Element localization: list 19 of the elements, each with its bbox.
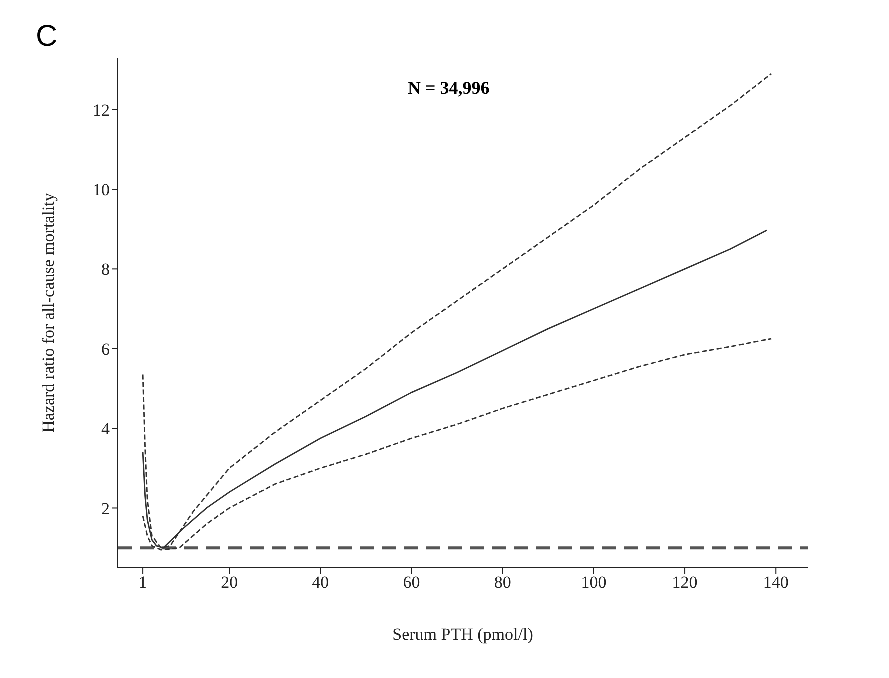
y-tick-label: 2: [102, 499, 110, 518]
x-tick-label: 100: [581, 573, 607, 592]
y-tick-label: 12: [93, 100, 110, 120]
y-tick-label: 4: [102, 420, 110, 439]
y-tick-label: 8: [102, 260, 110, 280]
annotation: N = 34,996: [408, 78, 490, 99]
x-tick-label: 80: [494, 573, 512, 592]
x-tick-label: 40: [312, 573, 330, 592]
chart-title: C: [36, 20, 58, 54]
y-axis-title: Hazard ratio for all-cause mortality: [39, 192, 58, 433]
y-tick-label: 6: [102, 340, 110, 359]
x-tick-label: 1: [138, 573, 148, 592]
line-series: [142, 73, 772, 549]
x-tick-label: 120: [672, 573, 698, 592]
x-tick-label: 20: [221, 573, 238, 592]
y-tick-label: 10: [93, 180, 110, 200]
x-tick-label: 60: [403, 573, 420, 592]
x-axis-title: Serum PTH (pmol/l): [392, 625, 534, 644]
x-tick-label: 140: [763, 573, 789, 592]
